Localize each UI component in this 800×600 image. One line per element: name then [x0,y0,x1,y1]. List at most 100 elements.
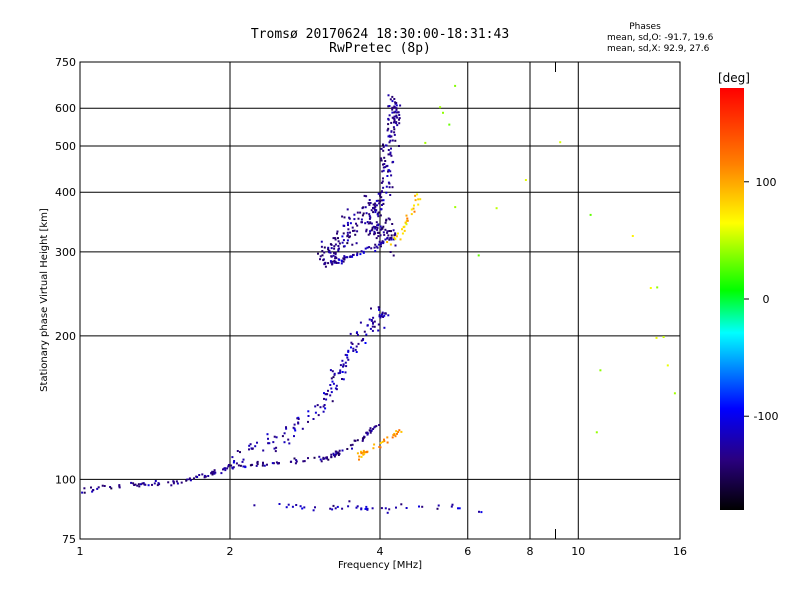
data-point-f-column [381,190,383,193]
data-point-f-x-trace [410,213,413,216]
data-point-f-cluster [389,251,392,253]
data-point-f-cluster [383,233,386,236]
data-point-low-trace [330,456,333,459]
data-point-f-x-trace [399,238,402,241]
data-point-knee-upper [307,415,310,417]
data-point-low-trace [341,449,344,452]
data-point-x-low [362,451,365,454]
data-point-f-column [395,108,398,111]
data-point-f-x-trace [405,214,408,217]
data-point-f-x-trace [417,198,420,201]
data-point-low-trace [83,487,86,490]
data-point-low-trace [172,480,175,483]
data-point-sporadic-E [301,507,304,510]
data-point-knee-upper [281,435,284,438]
data-point-low-trace [118,484,121,487]
data-point-f-cluster [365,195,368,198]
data-point-f-cluster [379,225,382,228]
data-point-knee-upper [378,314,381,316]
data-point-low-trace [227,464,230,466]
data-point-f-column [372,225,375,228]
data-point-f-x-trace [395,235,398,238]
data-point-low-trace [92,489,95,492]
data-point-low-trace [295,459,298,462]
data-point-f-cluster [368,213,371,216]
data-point-scatter-high [599,369,602,372]
data-point-f-column [380,147,383,150]
data-point-low-trace [275,461,278,464]
data-point-knee-upper [355,345,358,348]
data-point-f-cluster [337,245,340,247]
data-point-f-cluster [330,255,333,258]
data-point-sporadic-E [253,504,256,507]
data-point-low-trace [289,460,292,463]
data-point-knee-upper [244,466,247,469]
data-point-scatter-high [589,213,592,216]
data-point-f-column [399,104,402,107]
data-point-x-low [379,446,382,449]
data-point-x-low [362,449,365,452]
data-point-sporadic-E [388,508,391,511]
data-point-f-lower-edge [342,260,345,263]
data-point-knee-upper [242,465,245,468]
data-point-f-cluster [382,231,385,234]
data-point-low-trace [338,452,341,455]
y-tick-label: 500 [55,140,76,153]
data-point-f-cluster [327,246,330,249]
data-point-f-cluster [375,237,378,240]
data-point-knee-upper [382,316,385,318]
data-point-x-low [383,438,385,441]
data-point-knee-upper [339,369,342,372]
data-point-low-trace [151,483,153,486]
data-point-f-lower-edge [351,255,354,258]
data-point-f-cluster [334,253,337,256]
data-point-f-lower-edge [341,260,343,263]
data-point-low-trace [142,482,145,485]
data-point-f-cluster [364,222,367,225]
data-point-low-trace [303,460,306,463]
data-point-low-trace [132,482,135,485]
data-point-low-trace [337,454,340,456]
data-point-knee-upper [330,391,333,394]
data-point-f-lower-edge [330,261,333,264]
data-point-scatter-high [495,207,498,210]
data-point-f-column [391,116,394,119]
data-point-sporadic-E [384,507,387,510]
data-point-low-trace [251,463,254,466]
data-point-low-trace [211,471,214,474]
data-point-x-low [373,443,376,446]
data-point-f-column [381,227,384,230]
data-point-f-cluster [390,238,393,241]
data-point-low-trace [361,439,364,442]
data-point-knee-upper [235,462,238,465]
data-point-f-cluster [355,242,358,245]
data-point-f-column [393,131,396,134]
data-point-low-trace [83,491,86,494]
data-point-knee-upper [248,444,251,447]
data-point-sporadic-E [336,505,339,508]
data-point-low-trace [227,465,230,468]
data-point-low-trace [369,431,372,434]
data-point-knee-upper [350,346,352,349]
data-point-knee-upper [331,400,334,403]
data-point-f-column [382,199,385,202]
data-point-x-low [360,452,363,455]
data-point-knee-upper [342,363,345,366]
data-point-knee-upper [329,369,332,372]
data-point-f-column [385,165,388,168]
data-point-f-cluster [380,228,383,231]
data-point-f-cluster [365,212,368,215]
data-point-f-lower-edge [368,246,371,249]
data-point-sporadic-E [295,504,298,506]
data-point-scatter-high [424,141,427,144]
data-point-f-cluster [373,233,376,236]
data-point-x-low [393,433,396,436]
colorbar-ticks: 100 0 -100 [744,176,778,423]
data-point-knee-upper [362,338,364,341]
data-point-knee-upper [275,436,278,439]
data-point-f-lower-edge [343,257,346,260]
data-point-low-trace [189,479,192,482]
data-point-knee-upper [372,322,374,325]
data-point-f-column [398,117,401,120]
